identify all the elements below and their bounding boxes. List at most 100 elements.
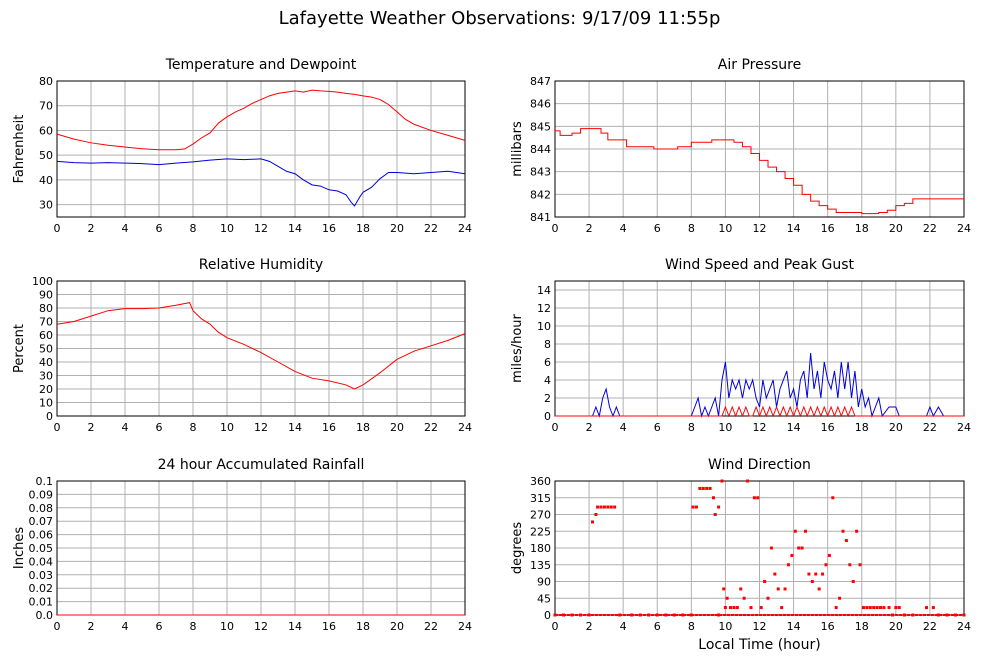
- x-tick-label: 16: [821, 620, 835, 633]
- x-tick-label: 12: [254, 620, 268, 633]
- x-tick-label: 4: [620, 421, 627, 434]
- x-tick-label: 14: [288, 421, 302, 434]
- data-point: [814, 572, 818, 576]
- y-axis-label: miles/hour: [510, 313, 525, 382]
- data-point: [848, 563, 852, 567]
- data-point: [717, 505, 721, 509]
- data-point: [786, 563, 790, 567]
- data-point: [766, 596, 770, 600]
- y-tick-label: 0: [46, 410, 53, 423]
- x-tick-label: 24: [957, 620, 971, 633]
- y-tick-label: 0.09: [29, 488, 54, 501]
- x-tick-label: 10: [718, 421, 732, 434]
- x-tick-label: 14: [787, 421, 801, 434]
- data-point: [807, 572, 811, 576]
- x-tick-label: 14: [787, 620, 801, 633]
- x-tick-label: 24: [458, 421, 472, 434]
- data-point: [773, 572, 777, 576]
- x-tick-label: 6: [654, 620, 661, 633]
- series-line: [56, 158, 466, 207]
- data-point: [763, 580, 767, 583]
- x-tick-label: 20: [889, 222, 903, 235]
- x-tick-label: 6: [654, 222, 661, 235]
- y-tick-label: 2: [544, 392, 551, 405]
- data-point: [851, 580, 855, 583]
- series-line: [56, 302, 466, 390]
- data-point: [817, 587, 821, 591]
- x-tick-label: 4: [620, 620, 627, 633]
- data-point: [602, 505, 606, 509]
- data-point: [793, 529, 797, 533]
- data-point: [783, 587, 787, 591]
- x-tick-label: 6: [654, 421, 661, 434]
- y-tick-label: 40: [39, 356, 53, 369]
- data-point: [868, 606, 872, 610]
- x-tick-label: 4: [620, 222, 627, 235]
- y-tick-label: 0.04: [29, 555, 54, 568]
- y-tick-label: 40: [39, 174, 53, 187]
- y-tick-label: 30: [39, 199, 53, 212]
- data-point: [865, 606, 869, 610]
- y-tick-label: 70: [39, 100, 53, 113]
- data-point: [894, 606, 898, 610]
- data-point: [797, 546, 801, 550]
- data-point: [722, 587, 726, 591]
- series-line: [56, 89, 466, 151]
- x-tick-label: 18: [356, 620, 370, 633]
- x-tick-label: 0: [552, 620, 559, 633]
- data-point: [681, 613, 685, 617]
- data-point: [739, 587, 743, 591]
- data-point: [606, 505, 610, 509]
- y-tick-label: 270: [530, 509, 551, 522]
- x-tick-label: 8: [190, 222, 197, 235]
- x-tick-label: 18: [356, 222, 370, 235]
- x-tick-label: 24: [458, 222, 472, 235]
- x-tick-label: 4: [122, 421, 129, 434]
- series-line: [555, 405, 964, 418]
- data-point: [735, 606, 739, 610]
- data-point: [804, 529, 808, 533]
- y-tick-label: 80: [39, 75, 53, 88]
- x-tick-label: 16: [322, 421, 336, 434]
- data-point: [841, 529, 845, 533]
- data-point: [698, 486, 702, 490]
- x-tick-label: 22: [923, 222, 937, 235]
- y-tick-label: 20: [39, 383, 53, 396]
- data-point: [756, 496, 760, 500]
- y-tick-label: 842: [530, 188, 551, 201]
- x-tick-label: 18: [855, 222, 869, 235]
- data-point: [590, 520, 594, 524]
- data-point: [742, 596, 746, 600]
- y-tick-label: 4: [544, 374, 551, 387]
- x-tick-label: 10: [220, 620, 234, 633]
- chart-title: Relative Humidity: [199, 257, 323, 273]
- x-tick-label: 10: [220, 222, 234, 235]
- data-point: [725, 596, 729, 600]
- x-tick-label: 2: [586, 620, 593, 633]
- y-axis-label: millibars: [510, 121, 525, 177]
- data-point: [931, 606, 935, 610]
- data-point: [749, 606, 753, 610]
- x-tick-label: 18: [356, 421, 370, 434]
- x-tick-label: 12: [254, 421, 268, 434]
- y-tick-label: 12: [537, 302, 551, 315]
- x-tick-label: 16: [821, 421, 835, 434]
- x-tick-label: 0: [54, 620, 61, 633]
- data-point: [705, 486, 709, 490]
- x-tick-label: 10: [718, 222, 732, 235]
- plot-frame: [56, 280, 466, 417]
- data-point: [831, 496, 835, 500]
- x-tick-label: 2: [88, 620, 95, 633]
- y-tick-label: 10: [39, 397, 53, 410]
- x-tick-label: 20: [889, 620, 903, 633]
- series-line: [555, 352, 964, 418]
- y-tick-label: 0.03: [29, 569, 54, 582]
- data-point: [672, 613, 676, 617]
- x-tick-label: 10: [220, 421, 234, 434]
- x-tick-label: 6: [156, 222, 163, 235]
- data-point: [790, 553, 794, 557]
- y-tick-label: 30: [39, 370, 53, 383]
- data-point: [858, 563, 862, 567]
